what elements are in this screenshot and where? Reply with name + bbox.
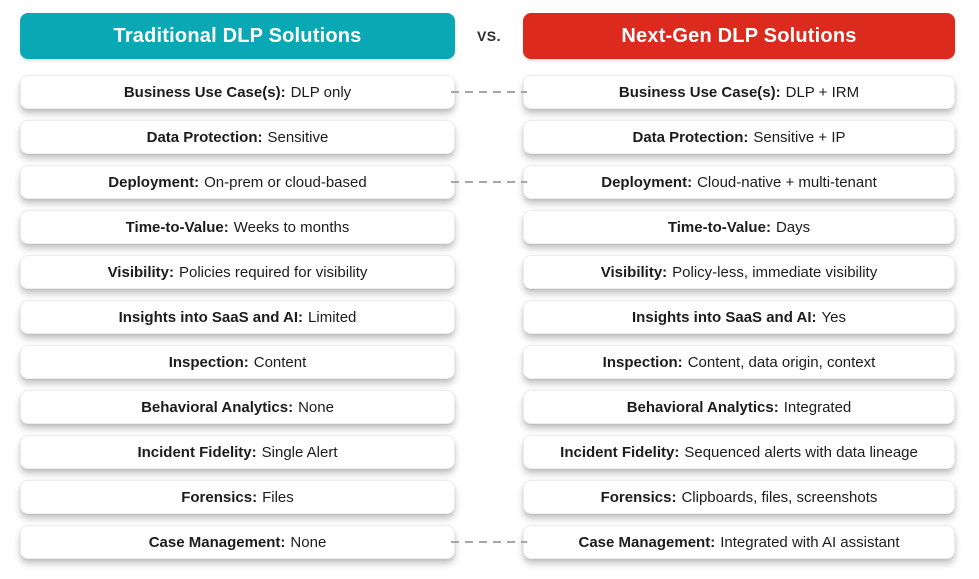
row-label: Deployment: [601, 173, 693, 191]
row-value: Single Alert [261, 443, 338, 461]
next-gen-cell: Incident Fidelity: Sequenced alerts with… [523, 435, 955, 469]
next-gen-cell: Forensics: Clipboards, files, screenshot… [523, 480, 955, 514]
comparison-row: Behavioral Analytics: None Behavioral An… [20, 390, 955, 424]
row-label: Case Management: [578, 533, 716, 551]
row-connector [455, 390, 523, 424]
traditional-cell: Visibility: Policies required for visibi… [20, 255, 455, 289]
row-label: Inspection: [168, 353, 249, 371]
row-value: None [290, 533, 327, 551]
row-connector [455, 255, 523, 289]
row-label: Incident Fidelity: [560, 443, 680, 461]
row-value: Days [775, 218, 811, 236]
traditional-cell: Insights into SaaS and AI: Limited [20, 300, 455, 334]
row-label: Data Protection: [146, 128, 263, 146]
header-row: Traditional DLP Solutions VS. Next-Gen D… [20, 13, 955, 59]
comparison-row: Data Protection: Sensitive Data Protecti… [20, 120, 955, 154]
row-label: Visibility: [600, 263, 668, 281]
traditional-cell: Data Protection: Sensitive [20, 120, 455, 154]
row-label: Case Management: [148, 533, 286, 551]
row-value: DLP + IRM [785, 83, 860, 101]
row-label: Incident Fidelity: [137, 443, 257, 461]
traditional-cell: Time-to-Value: Weeks to months [20, 210, 455, 244]
traditional-cell: Deployment: On-prem or cloud-based [20, 165, 455, 199]
row-value: Content [253, 353, 307, 371]
row-label: Business Use Case(s): [618, 83, 781, 101]
row-connector [455, 435, 523, 469]
row-value: Sequenced alerts with data lineage [684, 443, 918, 461]
row-value: DLP only [290, 83, 352, 101]
row-value: Content, data origin, context [687, 353, 876, 371]
row-label: Behavioral Analytics: [141, 398, 294, 416]
next-gen-cell: Business Use Case(s): DLP + IRM [523, 75, 955, 109]
row-value: Policy-less, immediate visibility [672, 263, 878, 281]
next-gen-cell: Deployment: Cloud-native + multi-tenant [523, 165, 955, 199]
row-value: Yes [821, 308, 846, 326]
next-gen-cell: Time-to-Value: Days [523, 210, 955, 244]
next-gen-cell: Inspection: Content, data origin, contex… [523, 345, 955, 379]
connector-dashed-line [451, 181, 527, 183]
row-label: Inspection: [602, 353, 683, 371]
comparison-row: Deployment: On-prem or cloud-based Deplo… [20, 165, 955, 199]
comparison-row: Incident Fidelity: Single Alert Incident… [20, 435, 955, 469]
comparison-row: Time-to-Value: Weeks to months Time-to-V… [20, 210, 955, 244]
traditional-header: Traditional DLP Solutions [20, 13, 455, 59]
next-gen-cell: Case Management: Integrated with AI assi… [523, 525, 955, 559]
comparison-row: Business Use Case(s): DLP only Business … [20, 75, 955, 109]
row-value: Cloud-native + multi-tenant [697, 173, 877, 191]
traditional-cell: Incident Fidelity: Single Alert [20, 435, 455, 469]
row-value: Clipboards, files, screenshots [681, 488, 878, 506]
comparison-row: Visibility: Policies required for visibi… [20, 255, 955, 289]
row-label: Deployment: [108, 173, 200, 191]
row-label: Forensics: [600, 488, 677, 506]
traditional-cell: Behavioral Analytics: None [20, 390, 455, 424]
row-connector [455, 300, 523, 334]
row-label: Insights into SaaS and AI: [632, 308, 817, 326]
row-connector [455, 345, 523, 379]
row-label: Insights into SaaS and AI: [118, 308, 304, 326]
row-connector [451, 165, 527, 199]
traditional-cell: Inspection: Content [20, 345, 455, 379]
row-label: Visibility: [107, 263, 174, 281]
row-value: On-prem or cloud-based [204, 173, 367, 191]
row-value: Weeks to months [233, 218, 350, 236]
row-label: Time-to-Value: [125, 218, 229, 236]
row-value: Files [262, 488, 294, 506]
connector-dashed-line [451, 541, 527, 543]
row-connector [455, 210, 523, 244]
comparison-row: Insights into SaaS and AI: Limited Insig… [20, 300, 955, 334]
comparison-row: Forensics: Files Forensics: Clipboards, … [20, 480, 955, 514]
row-value: Integrated [783, 398, 852, 416]
row-value: Limited [308, 308, 357, 326]
row-connector [451, 75, 527, 109]
comparison-row: Case Management: None Case Management: I… [20, 525, 955, 559]
row-value: None [298, 398, 334, 416]
next-gen-cell: Insights into SaaS and AI: Yes [523, 300, 955, 334]
traditional-cell: Case Management: None [20, 525, 455, 559]
connector-dashed-line [451, 91, 527, 93]
row-label: Forensics: [181, 488, 258, 506]
row-value: Policies required for visibility [179, 263, 368, 281]
row-connector [455, 120, 523, 154]
next-gen-cell: Behavioral Analytics: Integrated [523, 390, 955, 424]
row-label: Time-to-Value: [667, 218, 771, 236]
comparison-row: Inspection: Content Inspection: Content,… [20, 345, 955, 379]
traditional-cell: Forensics: Files [20, 480, 455, 514]
vs-label: VS. [476, 28, 502, 44]
next-gen-cell: Data Protection: Sensitive + IP [523, 120, 955, 154]
traditional-cell: Business Use Case(s): DLP only [20, 75, 455, 109]
row-label: Data Protection: [632, 128, 749, 146]
row-label: Behavioral Analytics: [626, 398, 779, 416]
row-label: Business Use Case(s): [123, 83, 286, 101]
row-value: Sensitive [267, 128, 329, 146]
row-value: Sensitive + IP [753, 128, 846, 146]
row-value: Integrated with AI assistant [720, 533, 900, 551]
rows-container: Business Use Case(s): DLP only Business … [20, 75, 955, 559]
next-gen-cell: Visibility: Policy-less, immediate visib… [523, 255, 955, 289]
next-gen-header: Next-Gen DLP Solutions [523, 13, 955, 59]
row-connector [455, 480, 523, 514]
row-connector [451, 525, 527, 559]
